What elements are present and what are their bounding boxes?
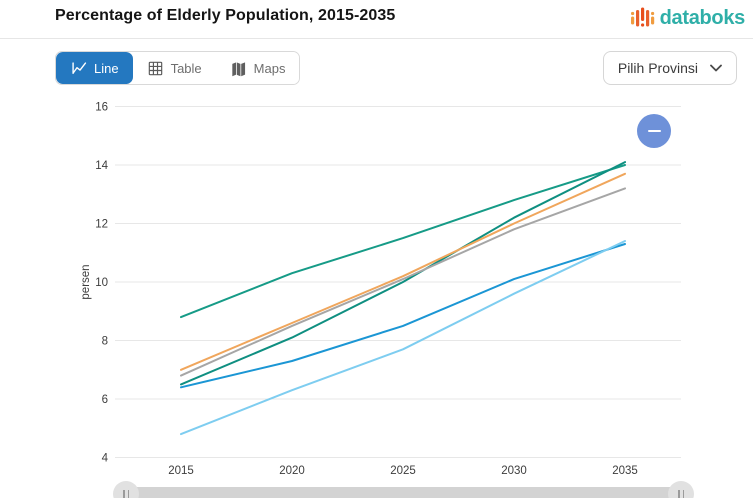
databoks-logo: databoks [630, 6, 745, 30]
x-tick-label: 2025 [390, 465, 416, 477]
slider-handle-right[interactable] [668, 481, 694, 498]
line-series-gray [180, 187, 626, 377]
toolbar: Line Table Maps Pilih Provinsi [55, 51, 737, 85]
slider-track[interactable] [119, 487, 687, 498]
databoks-logo-icon [630, 7, 654, 27]
slider-handle-left[interactable] [113, 481, 139, 498]
line-series-blue [180, 243, 626, 389]
minus-icon [647, 129, 661, 133]
line-series-orange [180, 172, 626, 371]
table-icon [148, 61, 162, 75]
chevron-down-icon [710, 64, 722, 72]
page-title: Percentage of Elderly Population, 2015-2… [55, 7, 396, 24]
line-series-teal [180, 161, 626, 386]
y-axis-title: persen [80, 264, 92, 299]
grip-icon [682, 490, 684, 498]
line-series-light-blue [180, 240, 626, 436]
header-divider [0, 38, 753, 39]
tab-line-label: Line [94, 60, 119, 76]
province-select[interactable]: Pilih Provinsi [602, 51, 737, 85]
view-tabs: Line Table Maps [55, 51, 301, 85]
y-tick-label: 10 [95, 277, 108, 289]
y-tick-label: 14 [95, 160, 108, 172]
tab-maps[interactable]: Maps [215, 52, 300, 84]
tab-maps-label: Maps [253, 60, 286, 76]
databoks-logo-text: databoks [659, 6, 746, 29]
x-tick-label: 2030 [501, 465, 527, 477]
grip-icon [678, 490, 680, 498]
collapse-annotation-button[interactable] [637, 114, 671, 148]
maps-icon [231, 61, 245, 76]
y-tick-label: 12 [95, 219, 108, 231]
grip-icon [127, 490, 129, 498]
tab-table[interactable]: Table [132, 52, 216, 84]
tab-table-label: Table [170, 60, 202, 76]
y-tick-label: 4 [102, 453, 109, 465]
line-series-teal-dark [180, 164, 626, 319]
y-tick-label: 16 [95, 102, 108, 114]
grip-icon [123, 490, 125, 498]
line-chart-icon [72, 61, 87, 74]
y-tick-label: 6 [102, 394, 108, 406]
x-tick-label: 2035 [612, 465, 638, 477]
x-tick-label: 2015 [168, 465, 194, 477]
x-tick-label: 2020 [279, 465, 305, 477]
province-select-label: Pilih Provinsi [617, 60, 698, 76]
tab-line[interactable]: Line [56, 52, 133, 84]
y-tick-label: 8 [102, 336, 108, 348]
